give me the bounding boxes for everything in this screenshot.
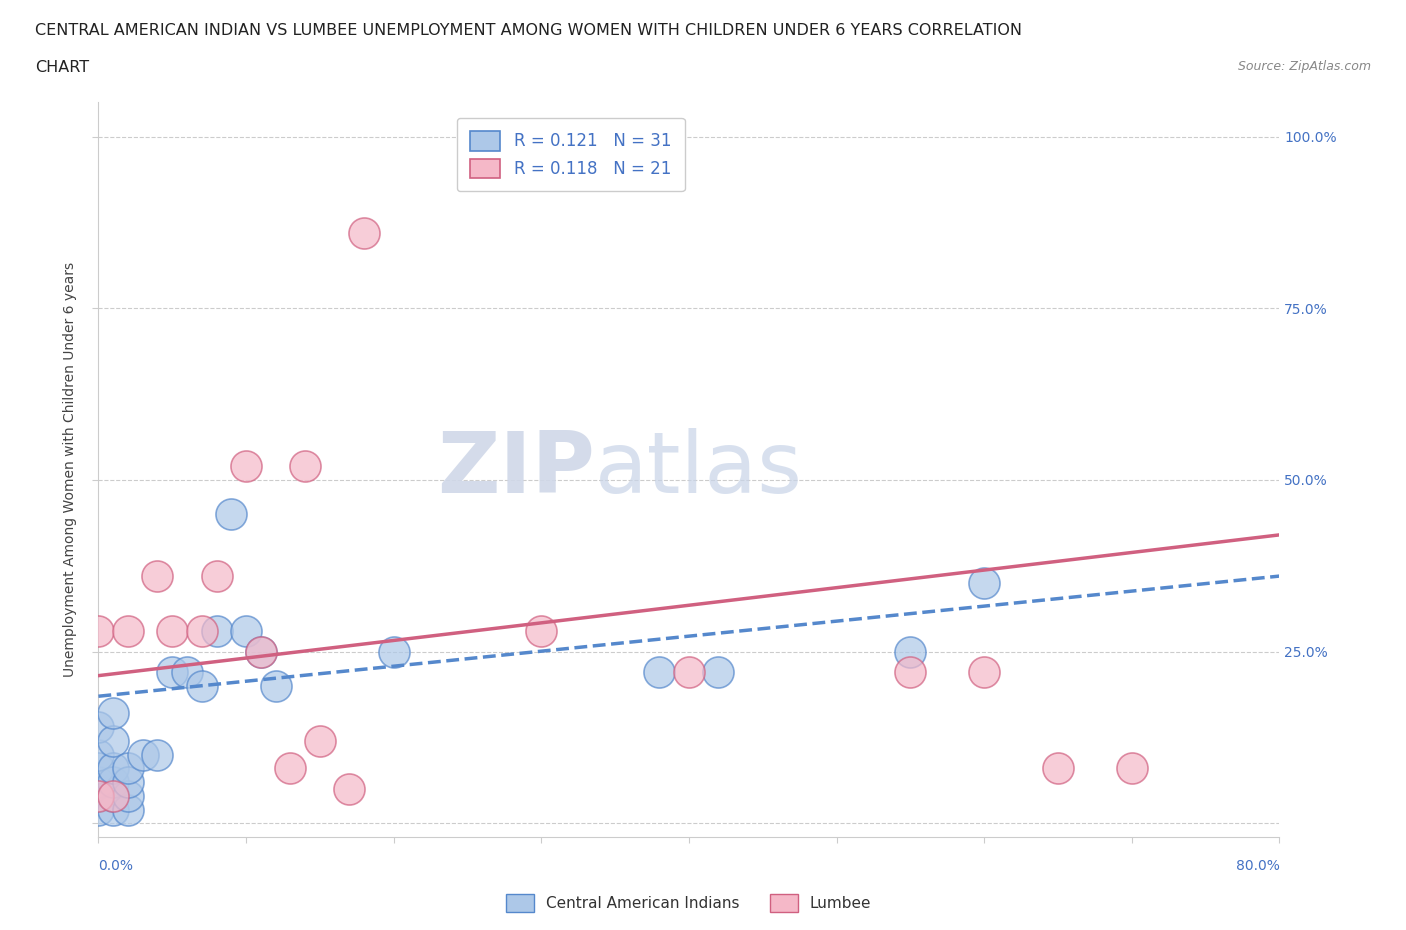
Point bbox=[278, 761, 302, 776]
Point bbox=[339, 781, 360, 796]
Point bbox=[103, 802, 125, 817]
Text: ZIP: ZIP bbox=[437, 428, 595, 512]
Point bbox=[707, 665, 730, 680]
Point bbox=[176, 665, 198, 680]
Point bbox=[103, 789, 125, 804]
Point bbox=[87, 789, 110, 804]
Point bbox=[87, 747, 110, 762]
Point bbox=[103, 761, 125, 776]
Y-axis label: Unemployment Among Women with Children Under 6 years: Unemployment Among Women with Children U… bbox=[63, 262, 77, 677]
Point bbox=[87, 775, 110, 790]
Point bbox=[900, 665, 922, 680]
Text: 0.0%: 0.0% bbox=[98, 858, 134, 872]
Point bbox=[146, 568, 169, 583]
Point bbox=[678, 665, 700, 680]
Point bbox=[103, 734, 125, 749]
Point bbox=[117, 789, 139, 804]
Point bbox=[87, 789, 110, 804]
Text: Source: ZipAtlas.com: Source: ZipAtlas.com bbox=[1237, 60, 1371, 73]
Point bbox=[1046, 761, 1069, 776]
Point bbox=[117, 761, 139, 776]
Point bbox=[103, 706, 125, 721]
Point bbox=[87, 720, 110, 735]
Point bbox=[235, 624, 257, 639]
Point bbox=[235, 458, 257, 473]
Point bbox=[973, 665, 995, 680]
Point bbox=[191, 679, 214, 694]
Point bbox=[309, 734, 332, 749]
Point bbox=[250, 644, 273, 659]
Point bbox=[162, 665, 183, 680]
Point bbox=[117, 624, 139, 639]
Point bbox=[382, 644, 405, 659]
Point bbox=[353, 225, 375, 240]
Point bbox=[219, 507, 242, 522]
Text: 80.0%: 80.0% bbox=[1236, 858, 1279, 872]
Point bbox=[103, 789, 125, 804]
Point bbox=[132, 747, 155, 762]
Point bbox=[117, 775, 139, 790]
Point bbox=[973, 576, 995, 591]
Point bbox=[117, 802, 139, 817]
Point bbox=[900, 644, 922, 659]
Point bbox=[250, 644, 273, 659]
Text: CENTRAL AMERICAN INDIAN VS LUMBEE UNEMPLOYMENT AMONG WOMEN WITH CHILDREN UNDER 6: CENTRAL AMERICAN INDIAN VS LUMBEE UNEMPL… bbox=[35, 23, 1022, 38]
Point bbox=[1121, 761, 1143, 776]
Point bbox=[103, 775, 125, 790]
Point bbox=[205, 624, 228, 639]
Legend: Central American Indians, Lumbee: Central American Indians, Lumbee bbox=[501, 888, 877, 918]
Text: CHART: CHART bbox=[35, 60, 89, 75]
Point bbox=[146, 747, 169, 762]
Legend: R = 0.121   N = 31, R = 0.118   N = 21: R = 0.121 N = 31, R = 0.118 N = 21 bbox=[457, 118, 685, 192]
Point bbox=[162, 624, 183, 639]
Point bbox=[530, 624, 553, 639]
Point bbox=[294, 458, 316, 473]
Point bbox=[87, 761, 110, 776]
Point bbox=[648, 665, 671, 680]
Text: atlas: atlas bbox=[595, 428, 803, 512]
Point bbox=[191, 624, 214, 639]
Point bbox=[264, 679, 287, 694]
Point bbox=[87, 624, 110, 639]
Point bbox=[205, 568, 228, 583]
Point bbox=[87, 802, 110, 817]
